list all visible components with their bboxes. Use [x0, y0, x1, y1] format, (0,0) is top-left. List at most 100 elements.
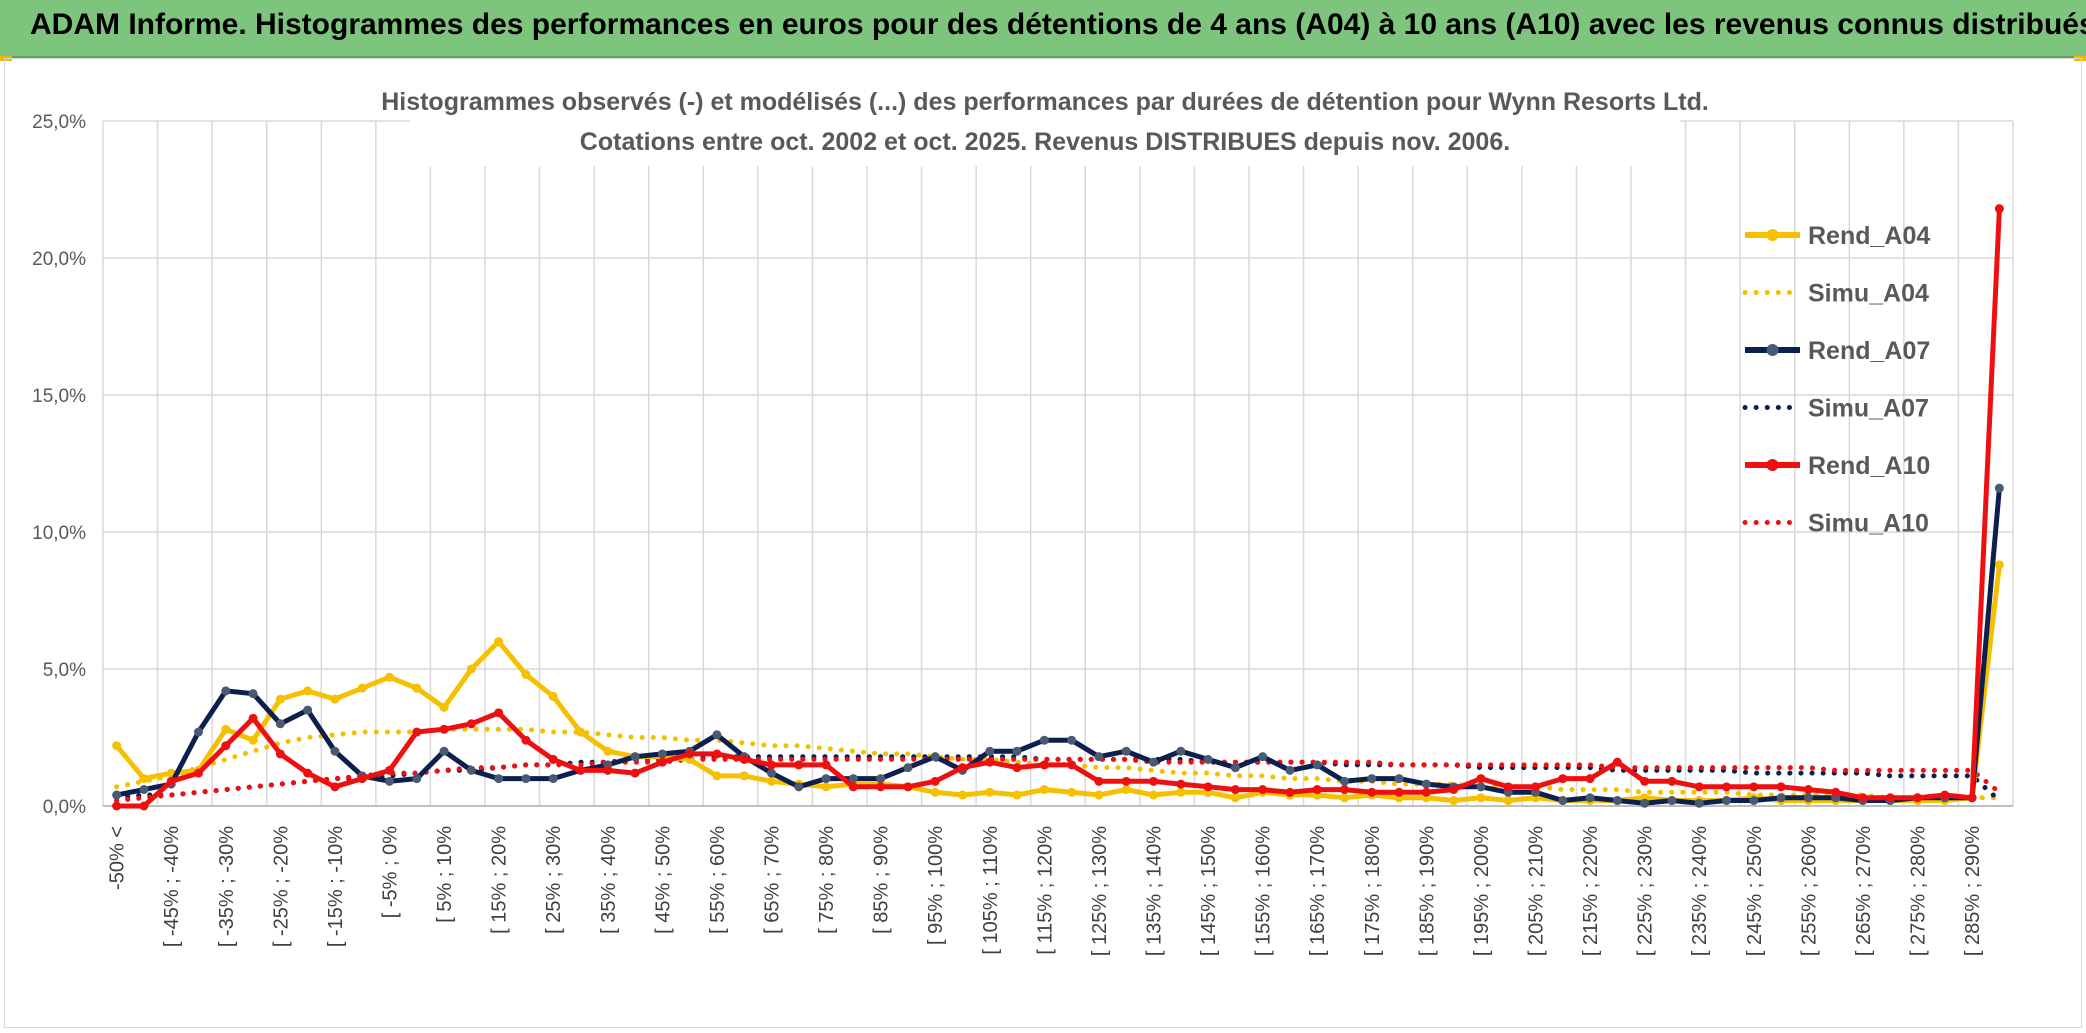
data-point-rend-a07: [1176, 746, 1186, 756]
data-point-rend-a07: [548, 774, 558, 784]
data-point-rend-a07: [275, 719, 285, 729]
y-axis: 0,0% 5,0% 10,0% 15,0% 20,0% 25,0%: [32, 112, 86, 818]
data-point-rend-a10: [1749, 782, 1759, 792]
data-point-rend-a07: [1203, 754, 1213, 764]
data-point-rend-a07: [1121, 746, 1131, 756]
data-point-rend-a07: [1230, 763, 1240, 773]
x-tick-label: [ 245% ; 250%: [1744, 826, 1766, 956]
grid: [102, 120, 2014, 807]
x-tick-label: [ 55% ; 60%: [707, 826, 729, 934]
data-point-rend-a04: [221, 724, 231, 734]
data-point-rend-a07: [1285, 765, 1295, 775]
data-point-rend-a07: [985, 746, 995, 756]
data-point-rend-a07: [794, 782, 804, 792]
data-point-rend-a07: [930, 752, 940, 762]
data-point-rend-a07: [712, 730, 722, 740]
data-point-rend-a04: [1449, 796, 1459, 806]
data-point-rend-a10: [330, 782, 340, 792]
data-point-rend-a10: [1176, 779, 1186, 789]
x-tick-label: [ 45% ; 50%: [652, 826, 674, 934]
x-tick-label: [ -45% ; -40%: [161, 826, 183, 947]
data-point-rend-a04: [139, 774, 149, 784]
data-point-rend-a10: [1885, 793, 1895, 803]
data-point-rend-a10: [303, 768, 313, 778]
y-tick-label: 0,0%: [43, 797, 86, 818]
data-point-rend-a10: [794, 760, 804, 770]
data-point-rend-a04: [466, 664, 476, 674]
data-point-rend-a07: [1558, 796, 1568, 806]
data-point-rend-a10: [1803, 785, 1813, 795]
legend: Rend_A04 Simu_A04 Rend_A07 Simu_A07 Rend_A10…: [1742, 222, 1930, 538]
y-tick-label: 25,0%: [32, 112, 86, 133]
data-point-rend-a10: [385, 765, 394, 775]
x-tick-label: [ 145% ; 150%: [1198, 826, 1220, 956]
data-point-rend-a04: [739, 771, 749, 781]
data-point-rend-a10: [1094, 776, 1104, 786]
data-point-rend-a07: [466, 765, 476, 775]
data-point-rend-a07: [1612, 796, 1622, 806]
series-line-rend-a07: [116, 487, 2002, 806]
data-point-rend-a04: [385, 672, 394, 682]
data-point-rend-a10: [903, 782, 913, 792]
data-point-rend-a07: [767, 768, 776, 778]
data-point-rend-a07: [385, 776, 394, 786]
x-tick-label: [ 25% ; 30%: [543, 826, 565, 934]
data-point-rend-a10: [848, 782, 858, 792]
data-point-rend-a04: [303, 686, 313, 696]
data-point-rend-a10: [494, 708, 504, 718]
data-point-rend-a10: [1694, 782, 1704, 792]
legend-label-simu-a10: Simu_A10: [1808, 510, 1929, 538]
data-point-rend-a04: [1230, 793, 1240, 803]
series-line-rend-a10: [116, 208, 2002, 809]
data-point-rend-a10: [248, 713, 258, 723]
series-layer: [112, 204, 2004, 811]
data-point-rend-a07: [112, 790, 122, 800]
data-point-rend-a10: [576, 765, 585, 775]
data-point-rend-a10: [466, 719, 476, 729]
chart-frame: [4, 58, 2082, 1028]
data-point-rend-a10: [1994, 204, 2004, 214]
x-axis: -50% < [ -45% ; -40% [ -35% ; -30% [ -25% ;…: [103, 805, 2013, 956]
data-point-rend-a10: [1285, 787, 1295, 797]
data-point-rend-a10: [1640, 776, 1650, 786]
data-point-rend-a04: [985, 787, 995, 797]
data-point-rend-a10: [1722, 782, 1731, 792]
data-point-rend-a10: [1612, 757, 1622, 767]
data-point-rend-a04: [1067, 787, 1077, 797]
legend-marker: [1766, 344, 1779, 356]
x-tick-label: [ -15% ; -10%: [325, 826, 347, 947]
x-tick-label: [ 165% ; 170%: [1307, 826, 1329, 956]
data-point-rend-a04: [330, 694, 340, 704]
x-tick-label: [ 15% ; 20%: [489, 826, 511, 934]
x-tick-label: [ 105% ; 110%: [980, 826, 1002, 955]
data-point-rend-a04: [275, 694, 285, 704]
data-point-rend-a04: [1149, 790, 1158, 800]
data-point-rend-a07: [876, 774, 886, 784]
data-point-rend-a10: [1230, 785, 1240, 795]
data-point-rend-a10: [1421, 787, 1431, 797]
data-point-rend-a10: [1776, 782, 1786, 792]
x-tick-label: [ -25% ; -20%: [270, 826, 292, 947]
data-point-rend-a07: [303, 705, 313, 715]
x-tick-label: [ 35% ; 40%: [598, 826, 620, 934]
x-tick-label: -50% <: [107, 826, 129, 890]
data-point-rend-a10: [1558, 774, 1568, 784]
x-tick-label: [ 285% ; 290%: [1962, 826, 1984, 956]
data-point-rend-a04: [821, 782, 831, 792]
data-point-rend-a10: [712, 749, 722, 759]
x-tick-label: [ 235% ; 240%: [1689, 826, 1711, 956]
legend-label-simu-a07: Simu_A07: [1808, 395, 1929, 423]
y-tick-label: 20,0%: [32, 249, 86, 270]
data-point-rend-a10: [139, 801, 149, 811]
data-point-rend-a10: [1149, 776, 1158, 786]
x-tick-label: [ 85% ; 90%: [871, 826, 893, 934]
x-tick-label: [ 125% ; 130%: [1089, 826, 1111, 956]
data-point-rend-a07: [1667, 796, 1677, 806]
data-point-rend-a10: [1585, 774, 1595, 784]
data-point-rend-a10: [1121, 776, 1131, 786]
data-point-rend-a10: [275, 749, 285, 759]
x-tick-label: [ 255% ; 260%: [1798, 826, 1820, 956]
x-tick-label: [ -35% ; -30%: [216, 826, 238, 947]
x-tick-label: [ 275% ; 280%: [1908, 826, 1930, 956]
data-point-rend-a07: [1312, 760, 1322, 770]
